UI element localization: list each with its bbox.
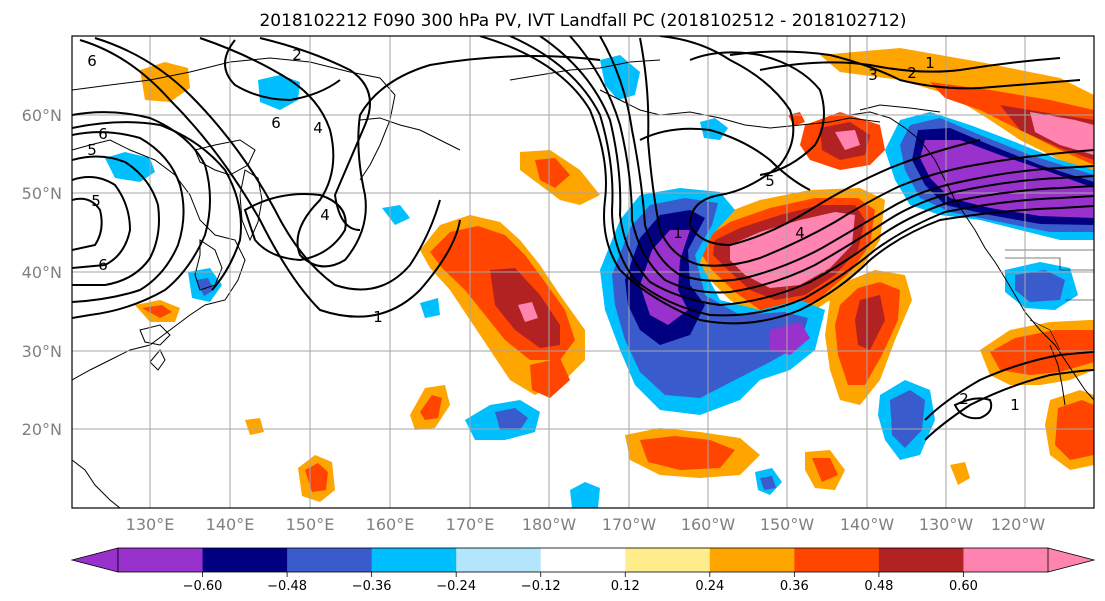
colorbar-segment <box>963 548 1049 572</box>
lon-label: 170°W <box>602 515 657 534</box>
map-panel: 2 6 6 5 5 6 4 6 4 1 3 2 1 5 4 1 2 1 <box>71 35 1095 509</box>
colorbar-tick-label: 0.12 <box>611 579 640 594</box>
longitude-labels: 130°E 140°E 150°E 160°E 170°E 180°W 170°… <box>126 515 1046 534</box>
colorbar-segment <box>202 548 288 572</box>
contour-label: 6 <box>87 52 97 70</box>
lon-label: 160°E <box>366 515 415 534</box>
colorbar-segment <box>878 548 964 572</box>
lon-label: 160°W <box>681 515 736 534</box>
colorbar-segment <box>287 548 373 572</box>
colorbar-tick-label: 0.60 <box>949 579 978 594</box>
contour-label: 2 <box>292 46 302 64</box>
colorbar-extend-low <box>70 547 119 573</box>
contour-label: 1 <box>1010 396 1020 414</box>
contour-label: 5 <box>765 172 775 190</box>
pv-contours <box>72 36 1094 441</box>
colorbar-border <box>117 547 1049 573</box>
lat-label: 20°N <box>22 420 62 439</box>
lon-label: 140°E <box>206 515 255 534</box>
lon-label: 170°E <box>446 515 495 534</box>
contour-label: 4 <box>320 206 330 224</box>
lat-label: 30°N <box>22 342 62 361</box>
colorbar-tick-label: −0.48 <box>267 579 307 594</box>
colorbar-tick-label: 0.48 <box>864 579 893 594</box>
contour-label: 5 <box>91 192 101 210</box>
colorbar-segment <box>709 548 795 572</box>
contour-label: 1 <box>925 54 935 72</box>
contour-label: 4 <box>795 224 805 242</box>
lat-label: 60°N <box>22 106 62 125</box>
colorbar-segment <box>118 548 204 572</box>
contour-label: 6 <box>271 114 281 132</box>
colorbar-segment <box>371 548 457 572</box>
colorbar-tick-label: 0.36 <box>780 579 809 594</box>
colorbar-segment <box>625 548 711 572</box>
colorbar-segment <box>456 548 542 572</box>
latitude-labels: 60°N 50°N 40°N 30°N 20°N <box>22 106 62 439</box>
lon-label: 130°E <box>126 515 175 534</box>
lon-label: 180°W <box>522 515 577 534</box>
contour-label: 3 <box>868 66 878 84</box>
colorbar-tick-label: −0.60 <box>183 579 223 594</box>
contour-labels: 2 6 6 5 5 6 4 6 4 1 3 2 1 5 4 1 2 1 <box>87 46 1020 414</box>
colorbar-extend-high <box>1047 547 1096 573</box>
lat-label: 50°N <box>22 184 62 203</box>
contour-label: 1 <box>673 224 683 242</box>
lon-label: 130°W <box>919 515 974 534</box>
lon-label: 140°W <box>840 515 895 534</box>
lon-label: 150°W <box>760 515 815 534</box>
contour-label: 6 <box>98 125 108 143</box>
contour-label: 6 <box>98 256 108 274</box>
map-title: 2018102212 F090 300 hPa PV, IVT Landfall… <box>259 11 906 31</box>
contour-label: 5 <box>87 141 97 159</box>
colorbar-tick-label: 0.24 <box>695 579 724 594</box>
contour-label: 2 <box>959 390 969 408</box>
contour-label: 1 <box>373 308 383 326</box>
colorbar-segment <box>540 548 626 572</box>
contour-label: 4 <box>313 119 323 137</box>
lon-label: 120°W <box>991 515 1046 534</box>
lon-label: 150°E <box>286 515 335 534</box>
colorbar-tick-label: −0.24 <box>436 579 476 594</box>
colorbar-tick-label: −0.36 <box>352 579 392 594</box>
colorbar-tick-label: −0.12 <box>521 579 561 594</box>
colorbar: −0.60 −0.48 −0.36 −0.24 −0.12 0.12 0.24 0.36 0.4… <box>70 547 1096 594</box>
colorbar-segment <box>794 548 880 572</box>
borders <box>849 36 1094 351</box>
lat-label: 40°N <box>22 263 62 282</box>
contour-label: 2 <box>907 64 917 82</box>
